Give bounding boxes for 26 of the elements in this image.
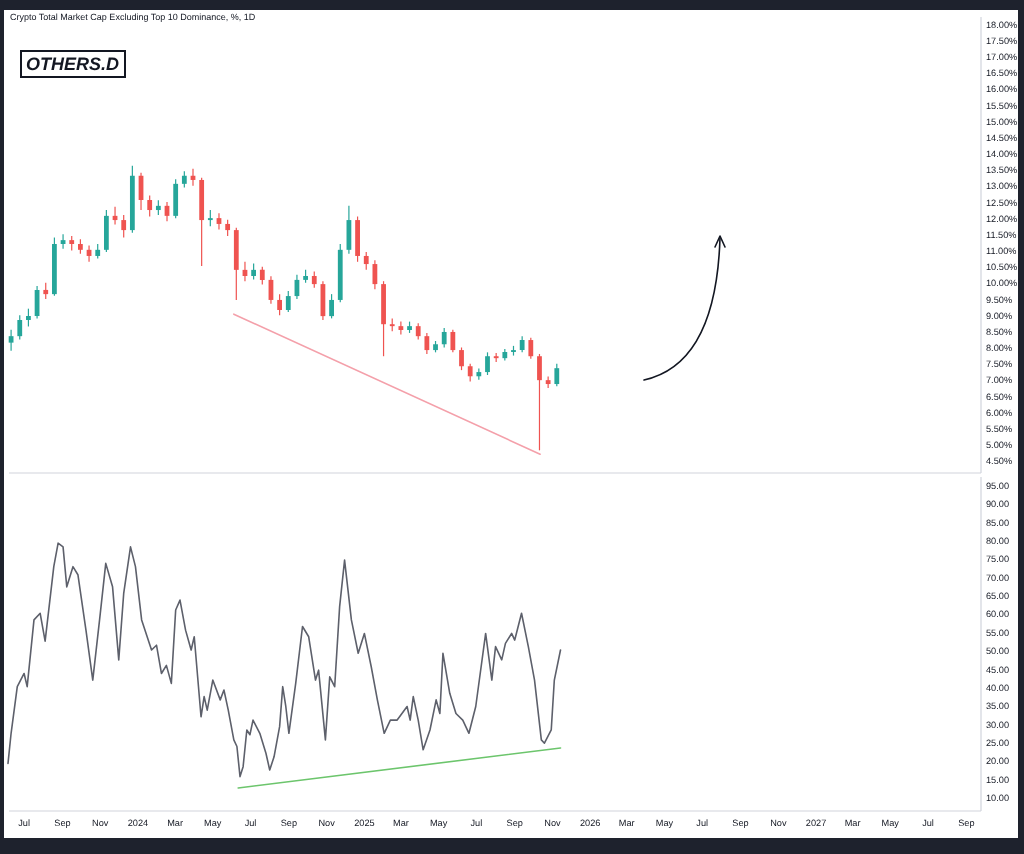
candlestick	[173, 178, 179, 219]
candlestick	[545, 376, 551, 389]
text: OTHERS.D	[20, 50, 126, 78]
candlestick	[441, 327, 447, 349]
candlestick	[554, 363, 560, 387]
candlestick	[147, 194, 153, 218]
candlestick	[528, 337, 534, 360]
candlestick	[424, 332, 430, 355]
candlestick	[103, 209, 109, 253]
candlestick	[285, 290, 291, 313]
candlestick	[233, 227, 239, 301]
line-series	[7, 542, 562, 778]
candlestick	[398, 321, 404, 336]
candlestick	[537, 353, 542, 451]
candlestick	[459, 346, 464, 371]
candlestick	[121, 214, 127, 239]
candlestick	[277, 293, 283, 316]
candlestick	[485, 351, 490, 376]
candlestick	[381, 280, 386, 357]
candlestick	[329, 293, 334, 319]
candlestick	[8, 329, 14, 352]
candlestick	[17, 314, 23, 340]
candlestick	[372, 259, 378, 290]
candlestick	[199, 177, 205, 267]
candlestick	[450, 329, 456, 353]
candlestick	[355, 215, 360, 263]
